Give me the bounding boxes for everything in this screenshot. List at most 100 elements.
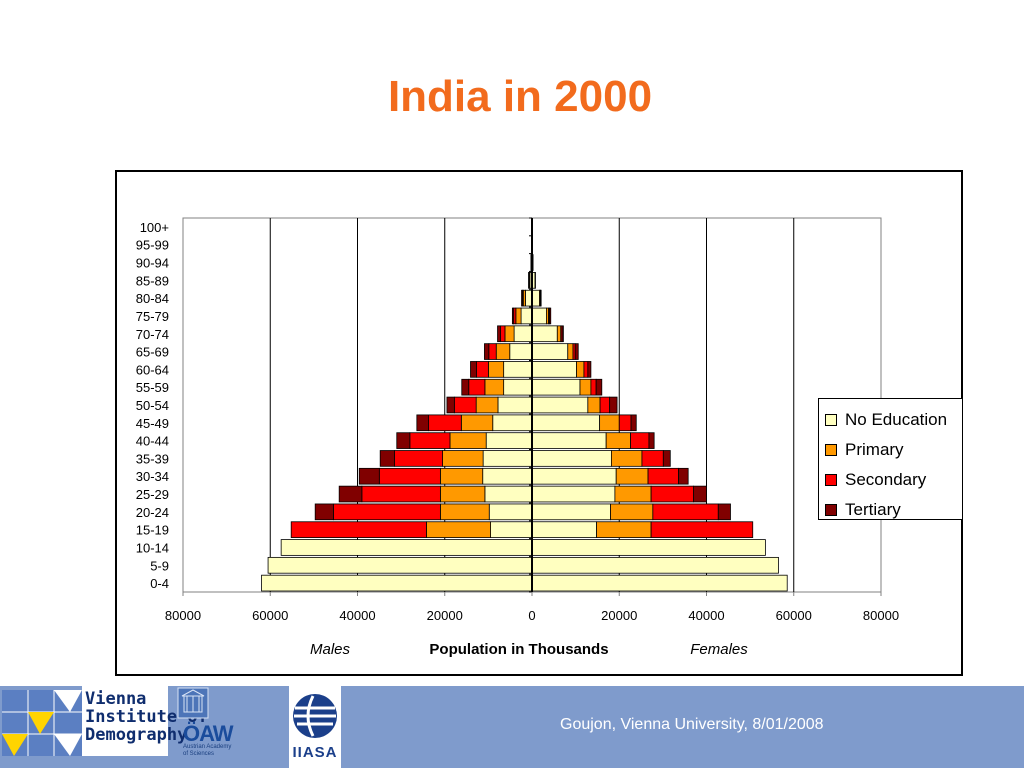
y-tick-label: 15-19 <box>136 523 169 538</box>
footer-bar: Vienna Institute of Demography ÖAW Austr… <box>0 686 1024 768</box>
bar-male-70-74-no-education <box>514 326 532 342</box>
bar-female-50-54-tertiary <box>610 397 617 413</box>
bar-male-55-59-secondary <box>469 379 485 395</box>
footer-credit: Goujon, Vienna University, 8/01/2008 <box>560 716 980 734</box>
bar-female-40-44-primary <box>606 433 630 449</box>
bar-female-60-64-secondary <box>584 361 588 377</box>
bar-male-65-69-primary <box>496 344 510 360</box>
bar-male-50-54-secondary <box>454 397 476 413</box>
bar-female-45-49-no-education <box>532 415 600 431</box>
bar-female-55-59-no-education <box>532 379 580 395</box>
bar-male-50-54-tertiary <box>447 397 454 413</box>
bar-female-60-64-tertiary <box>588 361 591 377</box>
bar-female-65-69-primary <box>568 344 573 360</box>
y-tick-label: 90-94 <box>136 256 169 271</box>
bar-female-30-34-primary <box>616 468 648 484</box>
bar-male-20-24-secondary <box>334 504 441 520</box>
bar-male-60-64-primary <box>488 361 503 377</box>
bar-male-30-34-tertiary <box>359 468 379 484</box>
legend-item: No Education <box>819 405 962 435</box>
bar-female-70-74-tertiary <box>562 326 563 342</box>
bar-male-45-49-tertiary <box>417 415 429 431</box>
x-tick-label: 40000 <box>339 608 375 623</box>
bar-female-30-34-secondary <box>648 468 679 484</box>
x-tick-label: 20000 <box>601 608 637 623</box>
bar-male-0-4-no-education <box>262 575 532 591</box>
y-tick-label: 20-24 <box>136 505 169 520</box>
bar-male-40-44-primary <box>450 433 486 449</box>
bar-male-25-29-tertiary <box>339 486 362 502</box>
bar-female-25-29-secondary <box>651 486 693 502</box>
bar-male-60-64-tertiary <box>470 361 476 377</box>
y-tick-label: 80-84 <box>136 291 169 306</box>
vid-grid-icon <box>2 690 82 756</box>
bar-female-80-84-no-education <box>532 290 539 306</box>
legend-label: No Education <box>845 410 947 430</box>
bar-female-35-39-tertiary <box>663 451 670 467</box>
x-tick-label: 40000 <box>688 608 724 623</box>
legend-item: Secondary <box>819 465 962 495</box>
bar-female-75-79-tertiary <box>549 308 550 324</box>
bar-female-15-19-secondary <box>651 522 753 538</box>
bar-male-45-49-no-education <box>493 415 532 431</box>
x-tick-label: 20000 <box>427 608 463 623</box>
y-tick-label: 75-79 <box>136 309 169 324</box>
y-tick-label: 70-74 <box>136 327 169 342</box>
bar-female-50-54-no-education <box>532 397 588 413</box>
bar-female-55-59-secondary <box>591 379 596 395</box>
bar-female-70-74-no-education <box>532 326 557 342</box>
x-tick-label: 60000 <box>252 608 288 623</box>
y-tick-label: 95-99 <box>136 238 169 253</box>
bar-male-30-34-no-education <box>483 468 532 484</box>
bar-female-35-39-secondary <box>642 451 663 467</box>
legend-label: Tertiary <box>845 500 901 520</box>
bar-male-50-54-primary <box>476 397 498 413</box>
bar-male-75-79-primary <box>516 308 521 324</box>
bar-male-25-29-secondary <box>362 486 441 502</box>
bar-female-10-14-no-education <box>532 540 765 556</box>
bar-female-55-59-primary <box>580 379 591 395</box>
bar-male-70-74-tertiary <box>498 326 501 342</box>
bar-male-55-59-tertiary <box>462 379 469 395</box>
legend-label: Primary <box>845 440 904 460</box>
bar-female-20-24-tertiary <box>718 504 730 520</box>
bar-male-35-39-primary <box>443 451 484 467</box>
legend-swatch <box>825 474 837 486</box>
y-tick-label: 35-39 <box>136 451 169 466</box>
bar-female-35-39-primary <box>611 451 642 467</box>
bar-female-30-34-no-education <box>532 468 616 484</box>
bar-female-20-24-no-education <box>532 504 611 520</box>
bar-female-20-24-primary <box>611 504 653 520</box>
y-tick-label: 50-54 <box>136 398 169 413</box>
bar-male-65-69-secondary <box>489 344 496 360</box>
bar-female-5-9-no-education <box>532 557 778 573</box>
bar-male-65-69-tertiary <box>484 344 488 360</box>
bar-male-60-64-no-education <box>504 361 532 377</box>
bar-female-60-64-no-education <box>532 361 576 377</box>
bar-female-55-59-tertiary <box>596 379 602 395</box>
bar-female-40-44-secondary <box>631 433 649 449</box>
y-tick-label: 65-69 <box>136 345 169 360</box>
bar-female-45-49-primary <box>600 415 620 431</box>
x-tick-label: 80000 <box>165 608 201 623</box>
y-tick-label: 60-64 <box>136 362 169 377</box>
bar-male-70-74-secondary <box>501 326 505 342</box>
bar-male-20-24-no-education <box>489 504 532 520</box>
y-tick-label: 25-29 <box>136 487 169 502</box>
x-tick-label: 80000 <box>863 608 899 623</box>
bar-male-55-59-primary <box>485 379 504 395</box>
bar-female-25-29-no-education <box>532 486 615 502</box>
bar-female-25-29-tertiary <box>693 486 706 502</box>
bar-female-65-69-tertiary <box>575 344 578 360</box>
bar-male-35-39-no-education <box>483 451 532 467</box>
bar-male-20-24-tertiary <box>315 504 333 520</box>
bar-male-15-19-primary <box>426 522 490 538</box>
bar-male-35-39-tertiary <box>380 451 394 467</box>
bar-male-10-14-no-education <box>281 540 532 556</box>
bar-male-40-44-tertiary <box>397 433 410 449</box>
females-label: Females <box>690 641 748 658</box>
bar-male-45-49-primary <box>461 415 492 431</box>
bar-male-40-44-no-education <box>486 433 532 449</box>
chart-legend: No Education Primary Secondary Tertiary <box>818 398 963 520</box>
bar-male-55-59-no-education <box>504 379 532 395</box>
